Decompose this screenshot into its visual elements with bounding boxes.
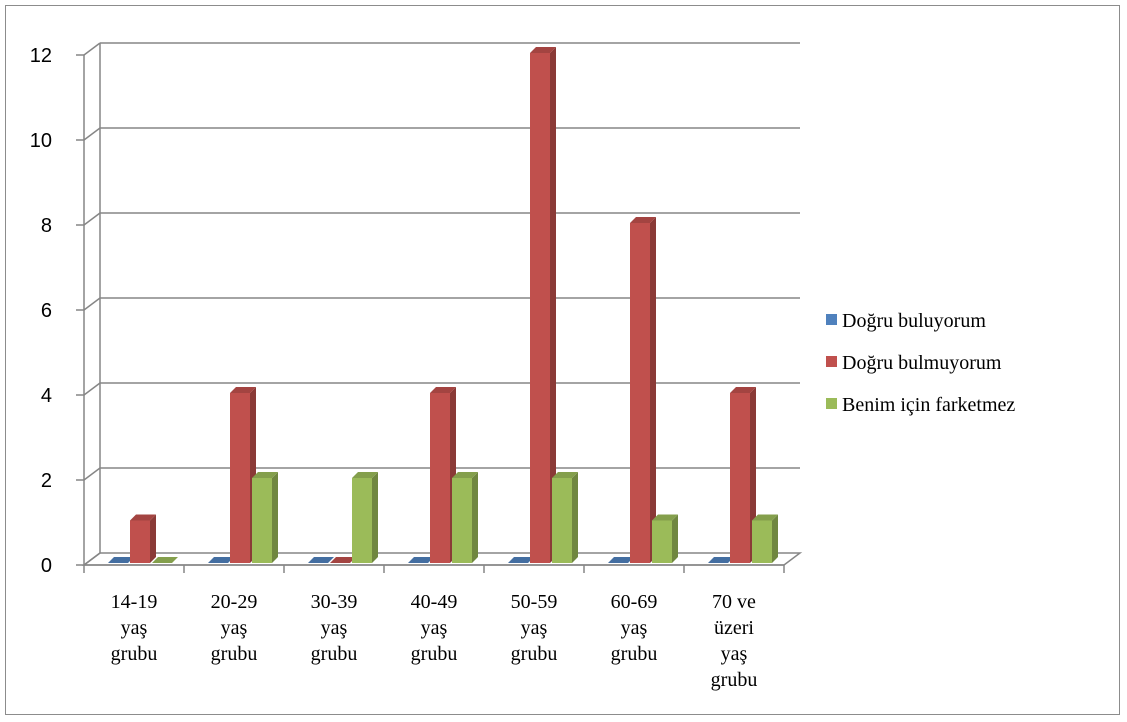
y-tick-label: 10: [30, 130, 52, 152]
chart-frame: [5, 5, 1120, 715]
legend: Doğru buluyorum Doğru bulmuyorum Benim içi…: [826, 310, 1015, 416]
y-tick-label: 4: [41, 385, 52, 407]
bar-top: [508, 557, 534, 563]
legend-label: Doğru buluyorum: [842, 310, 986, 332]
gridline-depth: [83, 382, 101, 396]
bar: [408, 557, 434, 563]
legend-swatch: [826, 314, 837, 325]
x-tick-label: 14-19 yaş grubu: [111, 591, 158, 665]
gridline-depth: [83, 467, 101, 481]
bar: [530, 47, 556, 563]
x-tick-label: 20-29 yaş grubu: [211, 591, 258, 665]
x-tick-label: 40-49 yaş grubu: [411, 591, 458, 665]
bar: [130, 514, 156, 563]
bar: [630, 217, 656, 563]
bar-top: [730, 387, 756, 393]
bar-side: [372, 472, 378, 563]
bar-side: [150, 514, 156, 563]
bar: [752, 514, 778, 563]
bar-front: [552, 478, 572, 563]
x-tick-label: 70 ve üzeri yaş grubu: [711, 591, 758, 691]
bar-front: [530, 53, 550, 563]
bar-side: [572, 472, 578, 563]
x-tick-label: 60-69 yaş grubu: [611, 591, 658, 665]
bar: [208, 557, 234, 563]
bar-top: [752, 514, 778, 521]
bar-front: [130, 520, 150, 563]
bar-top: [708, 557, 734, 563]
bar: [552, 472, 578, 563]
bar-top: [308, 557, 334, 563]
bar: [152, 557, 178, 563]
bar-front: [730, 393, 750, 563]
bar-front: [430, 393, 450, 563]
bar-top: [530, 47, 556, 53]
bar: [608, 557, 634, 563]
bar: [308, 557, 334, 563]
y-tick-label: 0: [41, 555, 52, 577]
bar-front: [452, 478, 472, 563]
bar: [108, 557, 134, 563]
gridline-depth: [83, 297, 101, 311]
x-tick-label: 30-39 yaş grubu: [311, 591, 358, 665]
bar-top: [608, 557, 634, 563]
y-tick-label: 8: [41, 215, 52, 237]
x-tick-label: 50-59 yaş grubu: [511, 591, 558, 665]
bar-side: [772, 514, 778, 563]
bar-side: [472, 472, 478, 563]
gridline-depth: [83, 552, 101, 566]
bar-top: [652, 514, 678, 521]
bar-top: [208, 557, 234, 563]
bar-top: [252, 472, 278, 478]
bar-front: [352, 478, 372, 563]
bar-front: [752, 520, 772, 563]
bar-side: [550, 47, 556, 563]
legend-swatch: [826, 356, 837, 367]
gridline-depth: [83, 42, 101, 56]
bar: [452, 472, 478, 563]
bar-top: [630, 217, 656, 223]
bar-side: [272, 472, 278, 563]
bar: [508, 557, 534, 563]
y-tick-label: 2: [41, 470, 52, 492]
bar-side: [650, 217, 656, 563]
gridline-depth: [83, 127, 101, 141]
bar-top: [130, 514, 156, 521]
bar: [708, 557, 734, 563]
bar-top: [108, 557, 134, 563]
bar-front: [230, 393, 250, 563]
bar-front: [630, 223, 650, 563]
bar-front: [652, 520, 672, 563]
bar-top: [352, 472, 378, 478]
y-tick-label: 6: [41, 300, 52, 322]
bar: [252, 472, 278, 563]
bar-front: [252, 478, 272, 563]
bar: [652, 514, 678, 563]
bar: [730, 387, 756, 563]
bar-top: [452, 472, 478, 478]
gridline-depth: [83, 212, 101, 226]
bar-top: [430, 387, 456, 393]
legend-label: Benim için farketmez: [842, 394, 1015, 416]
legend-label: Doğru bulmuyorum: [842, 352, 1002, 374]
bar-top: [230, 387, 256, 393]
bar-side: [672, 514, 678, 563]
bar-top: [552, 472, 578, 478]
bar-top: [330, 557, 356, 563]
bar: [330, 557, 356, 563]
bar-top: [152, 557, 178, 563]
bar-top: [408, 557, 434, 563]
bar: [352, 472, 378, 563]
y-tick-label: 12: [30, 45, 52, 67]
legend-swatch: [826, 398, 837, 409]
